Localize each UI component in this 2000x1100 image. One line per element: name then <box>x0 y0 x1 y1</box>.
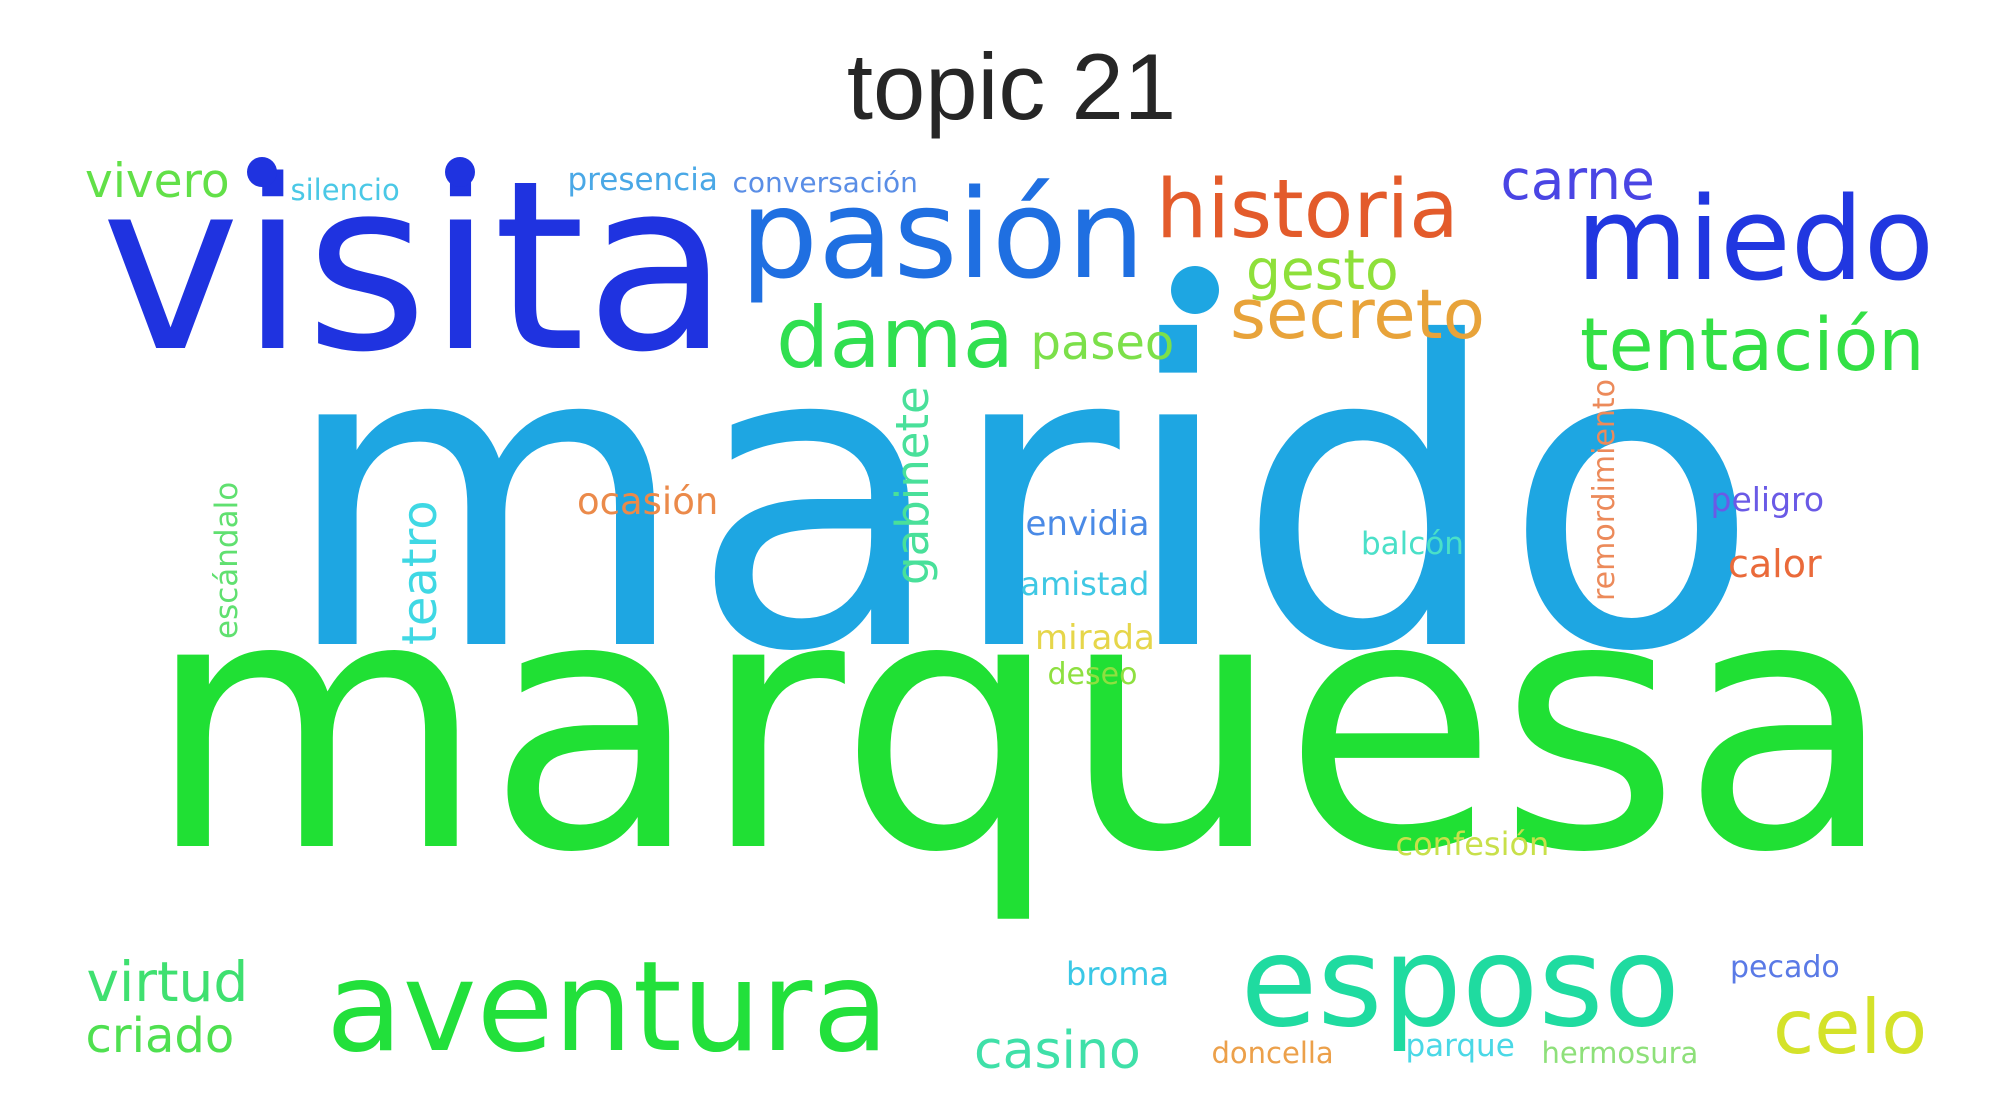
word-marido: marido <box>280 255 1760 744</box>
word-parque: parque <box>1405 1027 1515 1064</box>
word-esposo: esposo <box>1240 910 1680 1055</box>
word-doncella: doncella <box>1211 1035 1334 1070</box>
word-remordimiento: remordimiento <box>1587 378 1622 601</box>
word-mirada: mirada <box>1035 617 1155 658</box>
word-balcon: balcón <box>1361 525 1464 562</box>
word-celo: celo <box>1773 983 1928 1071</box>
word-historia: historia <box>1156 162 1459 257</box>
word-secreto: secreto <box>1230 274 1485 355</box>
word-teatro: teatro <box>392 500 448 645</box>
word-calor: calor <box>1728 542 1822 586</box>
word-visita: visita <box>101 131 730 404</box>
word-confesion: confesión <box>1395 824 1550 863</box>
word-casino: casino <box>974 1021 1141 1081</box>
word-tentacion: tentación <box>1580 302 1925 388</box>
word-envidia: envidia <box>1025 504 1150 544</box>
word-silencio: silencio <box>290 172 400 207</box>
cloud-dot <box>445 157 475 187</box>
word-criado: criado <box>85 1008 235 1064</box>
word-gesto: gesto <box>1246 237 1399 302</box>
word-conversacion: conversación <box>732 165 918 199</box>
cloud-dot <box>1171 266 1219 314</box>
word-vivero: vivero <box>85 153 230 209</box>
word-hermosura: hermosura <box>1541 1035 1699 1070</box>
word-peligro: peligro <box>1710 480 1825 519</box>
word-virtud: virtud <box>86 950 249 1014</box>
word-pecado: pecado <box>1730 949 1840 985</box>
word-ocasion: ocasión <box>577 479 719 523</box>
word-presencia: presencia <box>567 161 718 198</box>
word-marquesa: marquesa <box>145 521 1895 929</box>
word-pasion: pasión <box>740 163 1145 307</box>
chart-title: topic 21 <box>846 34 1177 139</box>
word-miedo: miedo <box>1576 172 1935 307</box>
cloud-dot <box>247 157 277 187</box>
word-amistad: amistad <box>1020 565 1150 603</box>
word-escandalo: escándalo <box>209 481 245 639</box>
word-deseo: deseo <box>1047 657 1138 692</box>
word-gabinete: gabinete <box>886 385 939 585</box>
word-paseo: paseo <box>1030 314 1175 371</box>
word-carne: carne <box>1500 147 1655 212</box>
word-aventura: aventura <box>326 935 889 1080</box>
word-dama: dama <box>776 288 1015 387</box>
word-broma: broma <box>1066 955 1170 993</box>
